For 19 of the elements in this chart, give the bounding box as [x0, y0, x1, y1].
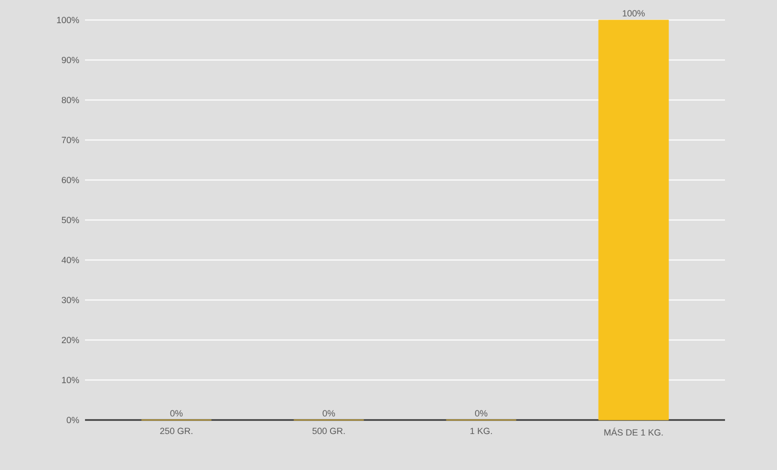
y-tick-label: 0% — [66, 416, 80, 424]
data-label: 0% — [475, 410, 488, 416]
y-tick-label: 90% — [62, 56, 80, 64]
y-tick-label: 60% — [62, 176, 80, 184]
y-tick-label: 100% — [57, 16, 80, 24]
data-label: 100% — [622, 10, 645, 16]
data-label: 0% — [322, 410, 335, 416]
y-tick-label: 20% — [62, 336, 80, 344]
y-tick-label: 30% — [62, 296, 80, 304]
x-tick-label: 1 KG. — [470, 428, 492, 434]
y-tick-label: 40% — [62, 256, 80, 264]
x-tick-label: 500 GR. — [312, 428, 345, 434]
y-tick-label: 50% — [62, 216, 80, 224]
x-tick-label: 250 GR. — [160, 428, 192, 434]
y-tick-label: 80% — [62, 96, 80, 104]
y-tick-label: 70% — [62, 136, 80, 144]
y-tick-label: 10% — [62, 376, 80, 384]
data-label: 0% — [170, 410, 183, 416]
x-tick-label: MÁS DE 1 KG. — [604, 428, 663, 436]
